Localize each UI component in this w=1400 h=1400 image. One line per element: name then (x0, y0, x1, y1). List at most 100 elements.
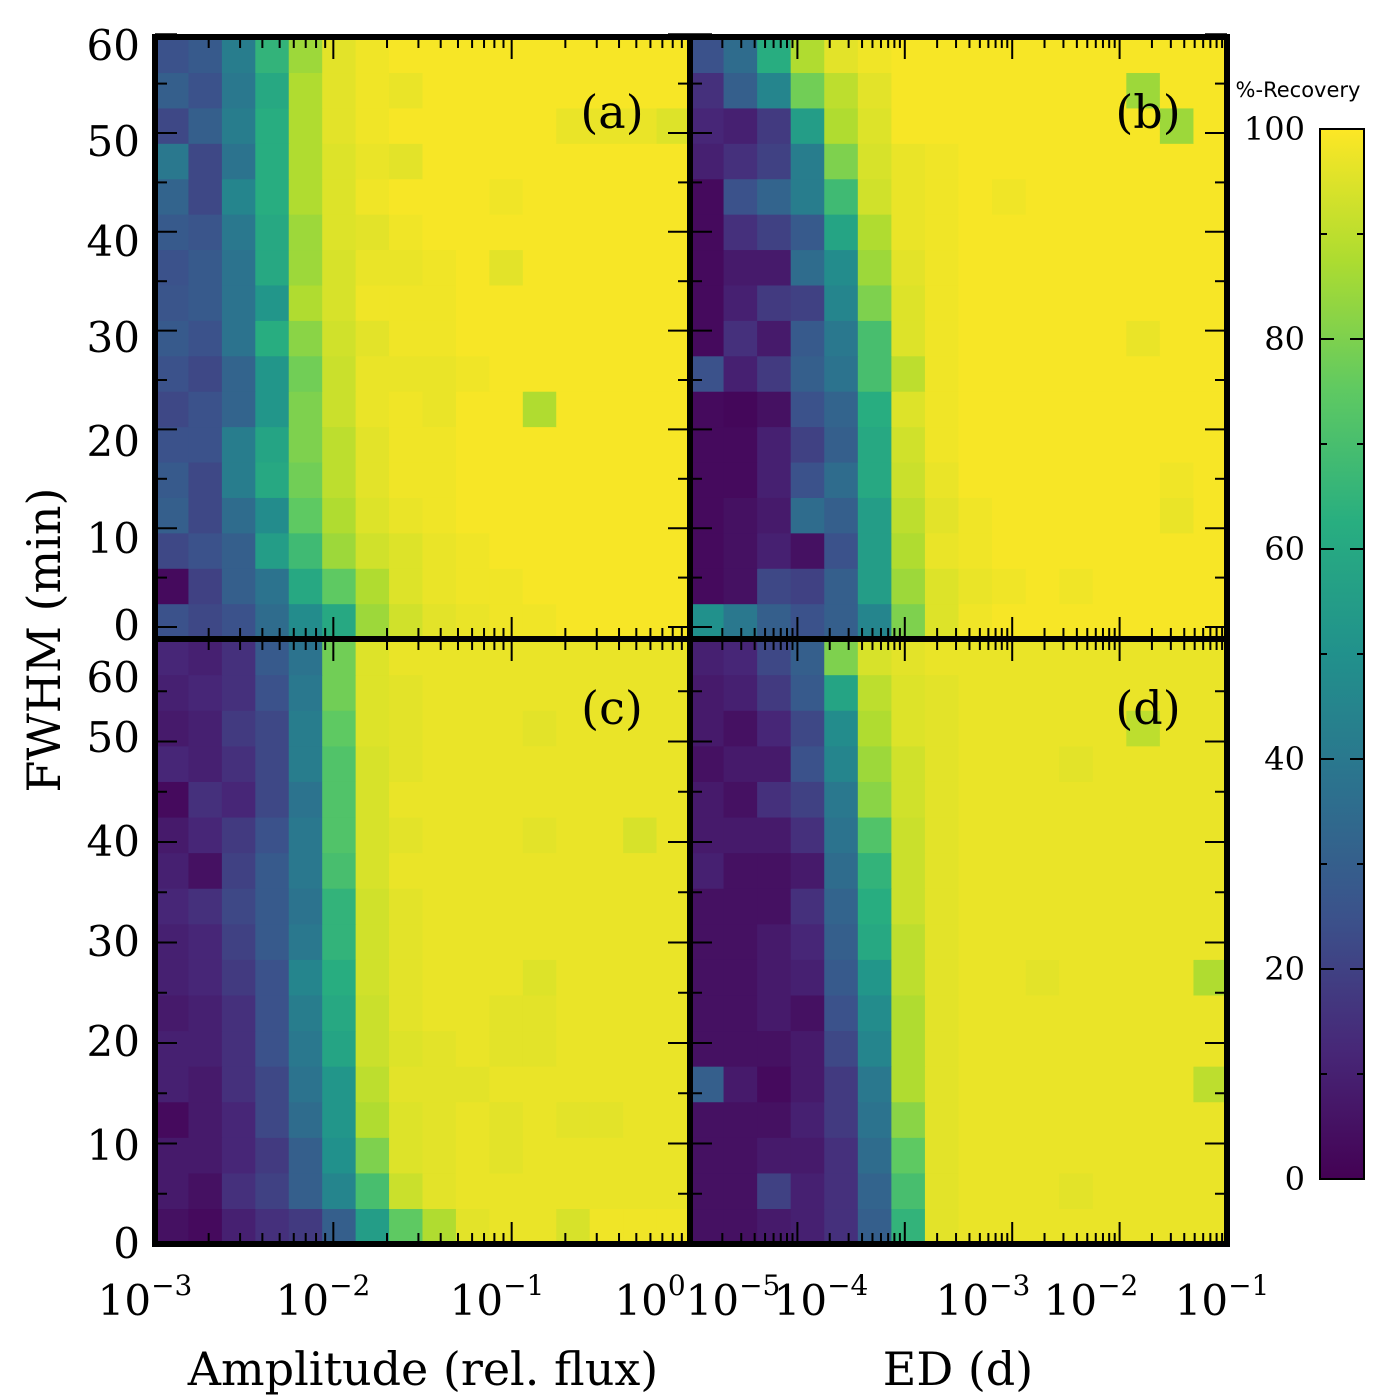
heatmap-cell (656, 816, 691, 854)
heatmap-cell (623, 426, 658, 463)
heatmap-cell (891, 781, 926, 818)
heatmap-cell (723, 391, 758, 428)
heatmap-cell (1126, 1066, 1161, 1103)
heatmap-cell (255, 391, 290, 428)
heatmap-cell (723, 781, 758, 818)
heatmap-cell (355, 320, 390, 357)
y-tick-label: 60 (87, 21, 140, 70)
heatmap-cell (1059, 214, 1094, 251)
heatmap-cell (355, 603, 390, 640)
heatmap-cell (255, 959, 290, 996)
heatmap-cell (522, 107, 557, 144)
heatmap-cell (958, 37, 993, 74)
heatmap-cell (757, 781, 792, 818)
heatmap-cell (389, 532, 424, 569)
heatmap-cell (790, 1172, 825, 1210)
heatmap-cell (1059, 497, 1094, 534)
heatmap-cell (556, 1030, 591, 1067)
heatmap-cell (389, 1066, 424, 1103)
heatmap-cell (556, 674, 591, 711)
heatmap-cell (1059, 178, 1094, 215)
heatmap-cell (255, 143, 290, 180)
heatmap-cell (355, 355, 390, 392)
heatmap-cell (924, 745, 960, 782)
heatmap-cell (389, 143, 424, 180)
panel-b-heatmap (690, 37, 1228, 640)
top-y-tick-labels: 0 10 20 30 40 50 60 (87, 21, 140, 650)
heatmap-cell (924, 107, 960, 144)
heatmap-cell (355, 852, 390, 889)
heatmap-cell (824, 568, 859, 605)
heatmap-cell (389, 1101, 424, 1138)
heatmap-cell (1126, 532, 1161, 569)
heatmap-cell (355, 107, 390, 144)
heatmap-cell (455, 674, 490, 711)
heatmap-cell (656, 674, 691, 711)
heatmap-cell (656, 320, 691, 357)
heatmap-cell (322, 745, 357, 782)
x-tick-label: 10−3 (98, 1269, 193, 1325)
heatmap-cell (857, 568, 892, 605)
heatmap-cell (155, 178, 190, 215)
heatmap-cell (656, 532, 691, 569)
heatmap-cell (1159, 1066, 1195, 1103)
heatmap-cell (992, 143, 1027, 180)
heatmap-cell (556, 994, 591, 1032)
heatmap-cell (623, 781, 658, 818)
heatmap-cell (958, 639, 993, 676)
heatmap-cell (1159, 249, 1195, 286)
heatmap-cell (623, 355, 658, 392)
heatmap-cell (556, 639, 591, 676)
heatmap-cell (489, 391, 524, 428)
heatmap-cell (790, 1137, 825, 1174)
heatmap-cell (690, 461, 725, 498)
heatmap-cell (623, 391, 658, 428)
heatmap-cell (790, 1208, 825, 1245)
y-tick-label: 50 (87, 713, 140, 762)
heatmap-cell (255, 674, 290, 711)
axis-tick-marks (154, 33, 1228, 1245)
heatmap-cell (790, 532, 825, 569)
heatmap-cell (1059, 674, 1094, 711)
heatmap-cell (288, 745, 323, 782)
heatmap-cell (1092, 852, 1127, 889)
heatmap-cell (757, 710, 792, 747)
heatmap-cell (1092, 426, 1127, 463)
heatmap-cell (992, 355, 1027, 392)
heatmap-cell (255, 320, 290, 357)
heatmap-cell (322, 923, 357, 960)
heatmap-cell (1193, 1101, 1228, 1138)
heatmap-cell (623, 710, 658, 747)
heatmap-cell (992, 1030, 1027, 1067)
heatmap-cell (757, 816, 792, 854)
heatmap-cell (958, 710, 993, 747)
heatmap-cell (992, 603, 1027, 640)
heatmap-cell (1025, 1030, 1060, 1067)
heatmap-cell (1092, 568, 1127, 605)
heatmap-cell (489, 497, 524, 534)
heatmap-cell (1126, 1137, 1161, 1174)
heatmap-cell (790, 461, 825, 498)
heatmap-cell (1092, 923, 1127, 960)
heatmap-cell (690, 816, 725, 854)
heatmap-cell (522, 639, 557, 676)
heatmap-cell (155, 639, 190, 676)
heatmap-cell (924, 852, 960, 889)
heatmap-cell (255, 994, 290, 1032)
heatmap-cell (1025, 745, 1060, 782)
heatmap-cell (255, 923, 290, 960)
heatmap-cell (455, 816, 490, 854)
heatmap-cell (221, 568, 256, 605)
heatmap-cell (556, 603, 591, 640)
heatmap-cell (422, 461, 457, 498)
heatmap-cell (891, 1030, 926, 1067)
heatmap-cell (589, 888, 624, 925)
heatmap-cell (1092, 1101, 1127, 1138)
heatmap-cell (556, 1101, 591, 1138)
heatmap-cell (690, 355, 725, 392)
heatmap-cell (623, 745, 658, 782)
heatmap-cell (924, 426, 960, 463)
heatmap-cell (924, 674, 960, 711)
heatmap-cell (723, 461, 758, 498)
heatmap-cell (857, 107, 892, 144)
